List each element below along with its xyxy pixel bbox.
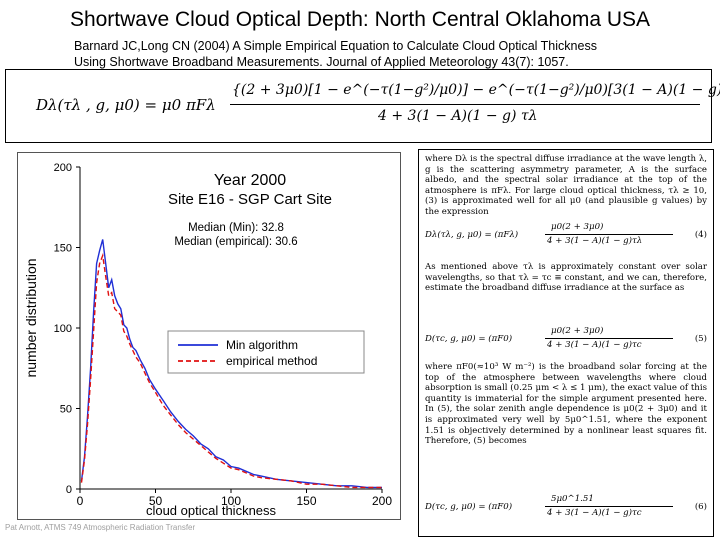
- y-tick-label-2: 100: [54, 323, 72, 335]
- eq4-lhs: Dλ(τλ, g, μ0) = (πFλ): [425, 230, 519, 240]
- chart-subtitle: Site E16 - SGP Cart Site: [168, 191, 332, 208]
- x-tick-label-3: 150: [296, 494, 316, 508]
- legend-label-0: Min algorithm: [226, 338, 298, 352]
- slide-title: Shortwave Cloud Optical Depth: North Cen…: [69, 8, 651, 31]
- x-axis-label: cloud optical thickness: [146, 503, 277, 518]
- eq6-bar: [545, 506, 673, 507]
- citation-line-1: Barnard JC,Long CN (2004) A Simple Empir…: [74, 39, 597, 53]
- citation-line-2: Using Shortwave Broadband Measurements. …: [74, 55, 569, 69]
- y-tick-label-0: 0: [66, 484, 72, 496]
- x-tick-label-2: 100: [221, 494, 241, 508]
- citation: Barnard JC,Long CN (2004) A Simple Empir…: [74, 38, 597, 70]
- footer-credit: Pat Arnott, ATMS 749 Atmospheric Radiati…: [5, 523, 196, 532]
- series-line-1: [80, 252, 382, 489]
- eq5-num: μ0(2 + 3μ0): [551, 326, 604, 336]
- paper-eq-6: D(τc, g, μ0) = (πF0) 5μ0^1.51 4 + 3(1 − …: [425, 494, 707, 524]
- eq5-den: 4 + 3(1 − A)(1 − g)τc: [547, 340, 642, 350]
- chart-svg: 0 50 100 150 200 0 50 100 150 200 cloud optical th…: [23, 162, 392, 518]
- paper-para-3: where πF0(≈10³ W m⁻²) is the broadband s…: [425, 362, 707, 447]
- eq6-lhs: D(τc, g, μ0) = (πF0): [425, 502, 513, 512]
- eq5-number: (5): [694, 334, 707, 344]
- equation-fraction-bar: [230, 104, 700, 105]
- eq4-number: (4): [694, 230, 707, 240]
- eq4-num: μ0(2 + 3μ0): [551, 222, 604, 232]
- y-tick-label-3: 150: [54, 243, 72, 255]
- eq6-num: 5μ0^1.51: [551, 494, 594, 504]
- paper-eq-4: Dλ(τλ, g, μ0) = (πFλ) μ0(2 + 3μ0) 4 + 3(…: [425, 222, 707, 252]
- eq4-bar: [545, 234, 673, 235]
- equation-denominator: 4 + 3(1 − A)(1 − g) τλ: [378, 108, 538, 124]
- y-axis-label: number distribution: [23, 258, 39, 377]
- x-tick-label-0: 0: [77, 494, 84, 508]
- paper-eq-5: D(τc, g, μ0) = (πF0) μ0(2 + 3μ0) 4 + 3(1…: [425, 326, 707, 356]
- y-tick-label-1: 50: [60, 404, 72, 416]
- histogram-chart: 0 50 100 150 200 0 50 100 150 200 cloud optical th…: [17, 152, 401, 520]
- eq5-lhs: D(τc, g, μ0) = (πF0): [425, 334, 513, 344]
- x-tick-label-1: 50: [149, 494, 163, 508]
- x-tick-label-4: 200: [372, 494, 392, 508]
- chart-annotation-0: Median (Min): 32.8: [188, 222, 284, 234]
- legend-box: [167, 330, 365, 374]
- eq6-den: 4 + 3(1 − A)(1 − g)τc: [547, 508, 642, 518]
- chart-annotation-1: Median (empirical): 30.6: [174, 236, 297, 248]
- equation-numerator: {(2 + 3μ0)[1 − e^(−τ(1−g²)/μ0)] − e^(−τ(…: [232, 82, 720, 98]
- eq4-den: 4 + 3(1 − A)(1 − g)τλ: [547, 236, 643, 246]
- eq6-number: (6): [694, 502, 707, 512]
- legend-label-1: empirical method: [226, 354, 317, 368]
- y-tick-label-4: 200: [54, 162, 72, 174]
- paper-para-2: As mentioned above τλ is approximately c…: [425, 262, 707, 294]
- equation-box: Dλ(τλ , g, μ0) = μ0 πFλ {(2 + 3μ0)[1 − e…: [5, 69, 720, 143]
- equation-lhs: Dλ(τλ , g, μ0) = μ0 πFλ: [36, 96, 216, 114]
- chart-title: Year 2000: [214, 172, 286, 189]
- paper-para-1: where Dλ is the spectral diffuse irradia…: [425, 154, 707, 217]
- paper-excerpt: where Dλ is the spectral diffuse irradia…: [418, 149, 714, 537]
- series-line-0: [80, 239, 382, 489]
- eq5-bar: [545, 338, 673, 339]
